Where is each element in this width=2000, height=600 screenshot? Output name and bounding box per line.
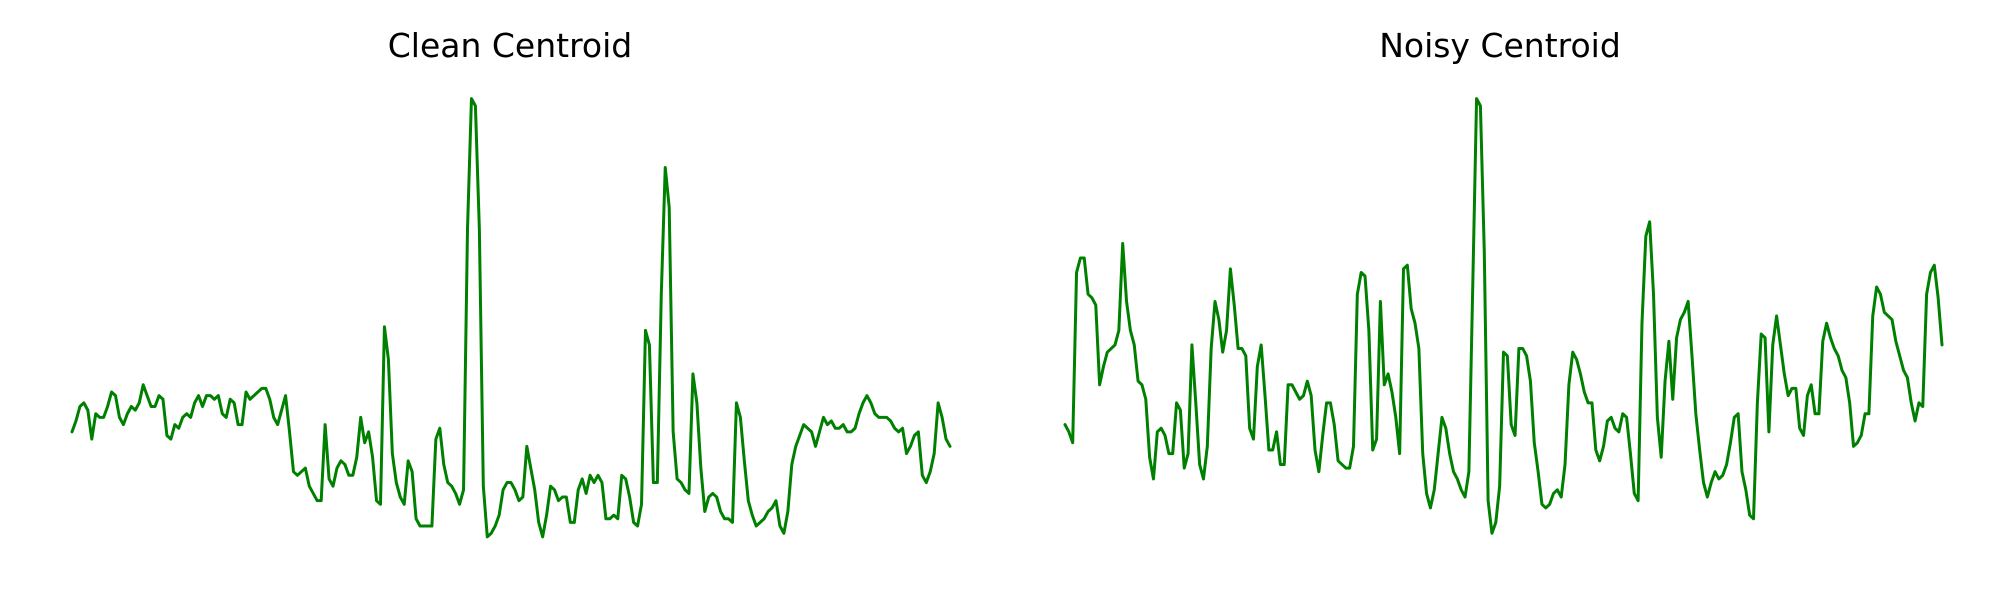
chart-noisy-centroid: Noisy Centroid (1063, 26, 1944, 535)
chart-title: Noisy Centroid (1379, 26, 1621, 65)
series-line-0 (1063, 97, 1944, 535)
series-line-0 (70, 97, 952, 539)
chart-title: Clean Centroid (388, 26, 633, 65)
chart-clean-centroid: Clean Centroid (70, 26, 952, 539)
